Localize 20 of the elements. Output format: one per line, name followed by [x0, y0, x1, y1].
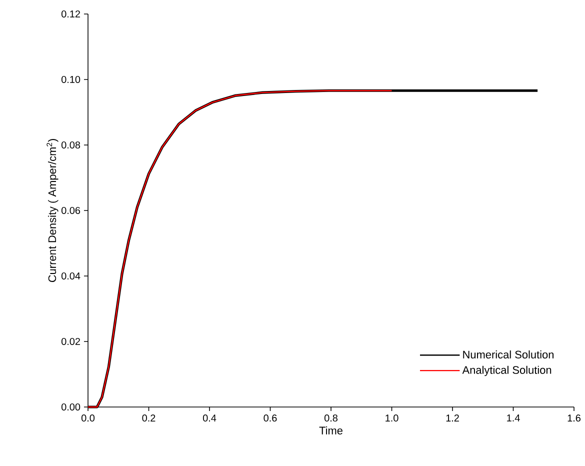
y-tick-label: 0.12	[61, 10, 80, 18]
y-tick-label: 0.02	[61, 338, 80, 346]
x-tick-label: 0.2	[142, 414, 156, 422]
y-tick-label: 0.10	[61, 76, 80, 84]
x-axis-title: Time	[319, 426, 342, 434]
y-tick-label: 0.08	[61, 141, 80, 149]
x-tick-label: 1.6	[568, 414, 580, 422]
x-tick-label: 0.8	[324, 414, 338, 422]
x-tick-label: 0.6	[264, 414, 277, 422]
x-tick-label: 1.4	[507, 414, 520, 422]
legend-label: Numerical Solution	[463, 350, 554, 358]
x-tick-label: 1.2	[446, 414, 459, 422]
x-tick-label: 0.0	[81, 414, 95, 422]
x-tick-label: 0.4	[202, 414, 216, 422]
y-axis-title: Current Density ( Amper/cm$^{2}$)	[46, 139, 58, 282]
x-tick-label: 1.0	[386, 414, 398, 422]
y-tick-label: 0.04	[61, 272, 80, 280]
y-tick-label: 0.06	[61, 206, 80, 214]
y-tick-label: 0.00	[61, 403, 80, 411]
legend-label: Analytical Solution	[462, 366, 552, 376]
